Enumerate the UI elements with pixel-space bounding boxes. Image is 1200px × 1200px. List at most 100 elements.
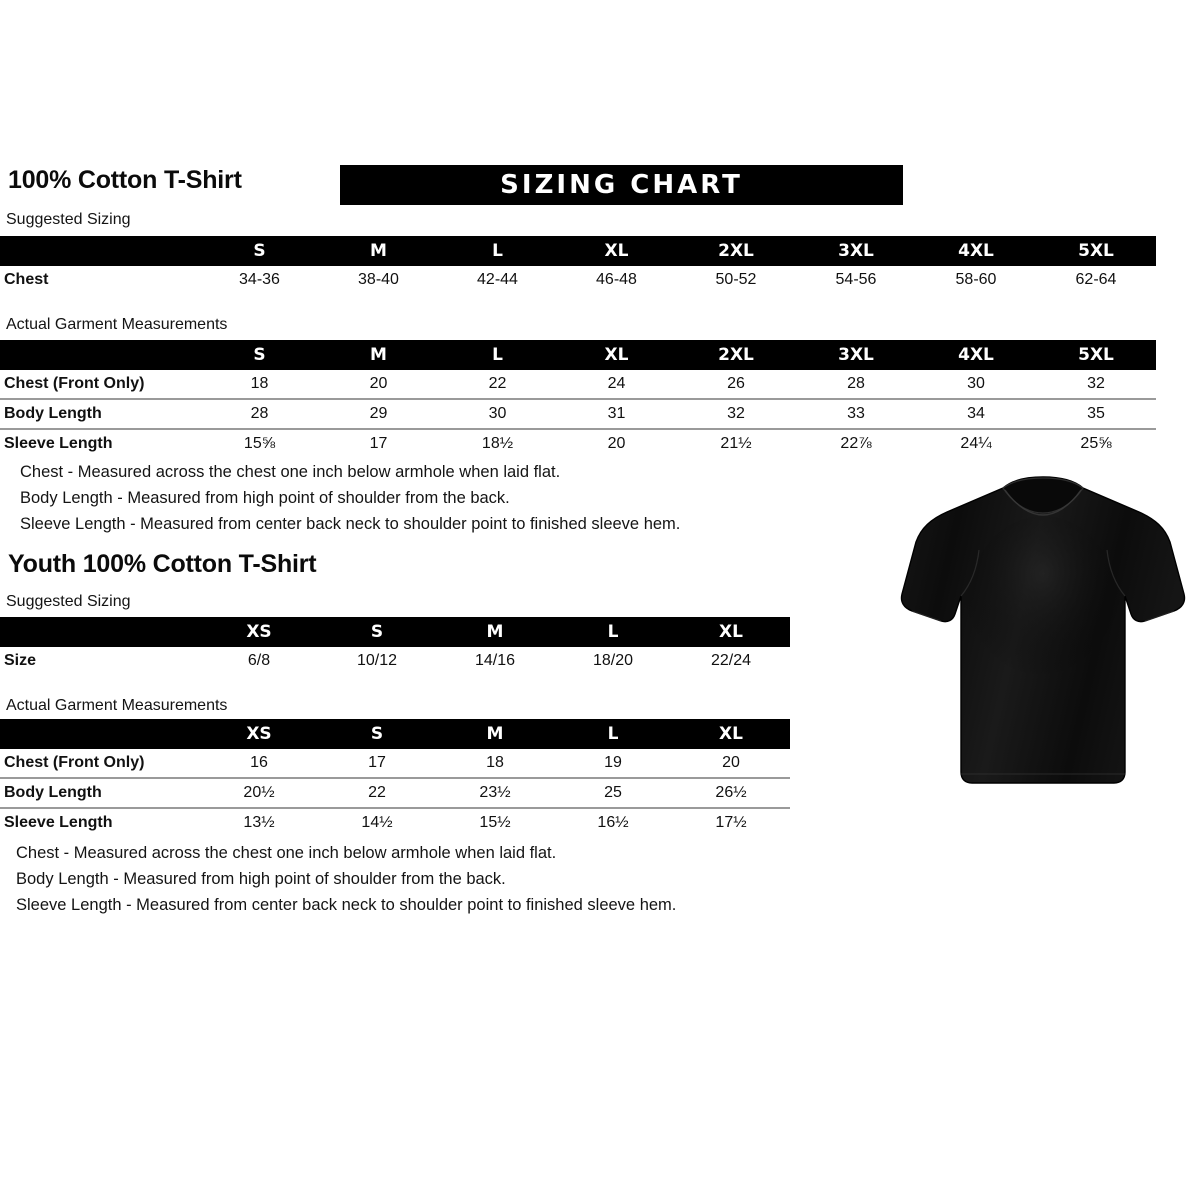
row-label: Chest <box>0 266 200 294</box>
table-cell: 26 <box>676 370 796 399</box>
column-header <box>0 617 200 647</box>
note-body-length: Body Length - Measured from high point o… <box>16 870 506 888</box>
column-header: 4XL <box>958 345 994 365</box>
note-chest: Chest - Measured across the chest one in… <box>16 844 557 862</box>
table-cell: 22/24 <box>672 647 790 675</box>
table-cell: 38-40 <box>319 266 438 294</box>
table-cell: 20 <box>319 370 438 399</box>
table-cell: 17 <box>318 749 436 778</box>
row-label: Body Length <box>0 398 200 429</box>
table-row: Body Length 20½ 22 23½ 25 26½ <box>0 777 790 808</box>
column-header: S <box>370 724 384 744</box>
column-header: 2XL <box>718 241 754 261</box>
black-tshirt-image <box>893 472 1193 802</box>
table-cell: 22⅞ <box>796 428 916 458</box>
adult-suggested-sizing-caption: Suggested Sizing <box>6 211 131 228</box>
note-sleeve-length: Sleeve Length - Measured from center bac… <box>16 896 677 914</box>
table-cell: 46-48 <box>557 266 676 294</box>
tshirt-left-sleeve-seam <box>960 549 980 597</box>
table-cell: 24¼ <box>916 428 1036 458</box>
table-cell: 20½ <box>200 777 318 808</box>
column-header: S <box>253 241 266 261</box>
table-cell: 18 <box>436 749 554 778</box>
column-header: XL <box>719 724 743 744</box>
column-header: M <box>486 724 504 744</box>
table-cell: 20 <box>672 749 790 778</box>
row-label: Size <box>0 647 200 675</box>
youth-notes: Chest - Measured across the chest one in… <box>16 840 676 918</box>
table-cell: 25 <box>554 777 672 808</box>
column-header: L <box>607 724 619 744</box>
column-header: L <box>492 241 503 261</box>
table-cell: 32 <box>676 398 796 429</box>
column-header: XS <box>246 622 272 642</box>
table-cell: 35 <box>1036 398 1156 429</box>
note-chest: Chest - Measured across the chest one in… <box>20 463 561 481</box>
column-header: XS <box>246 724 272 744</box>
table-cell: 18½ <box>438 428 557 458</box>
column-header <box>0 719 200 749</box>
row-label: Chest (Front Only) <box>0 749 200 778</box>
table-cell: 13½ <box>200 807 318 837</box>
table-cell: 50-52 <box>676 266 796 294</box>
table-cell: 15½ <box>436 807 554 837</box>
table-cell: 54-56 <box>796 266 916 294</box>
column-header: L <box>492 345 503 365</box>
table-cell: 14½ <box>318 807 436 837</box>
column-header: S <box>253 345 266 365</box>
column-header: M <box>486 622 504 642</box>
table-cell: 26½ <box>672 777 790 808</box>
tshirt-collar-seam <box>1004 489 1082 516</box>
column-header: M <box>370 345 387 365</box>
table-cell: 58-60 <box>916 266 1036 294</box>
table-row: Chest 34-36 38-40 42-44 46-48 50-52 54-5… <box>0 266 1156 294</box>
column-header: M <box>370 241 387 261</box>
table-cell: 17 <box>319 428 438 458</box>
sizing-chart-banner-label: SIZING CHART <box>500 170 743 200</box>
column-header: 3XL <box>838 241 874 261</box>
adult-section-title: 100% Cotton T-Shirt <box>8 166 242 194</box>
table-header-row: S M L XL 2XL 3XL 4XL 5XL <box>0 340 1156 370</box>
tshirt-right-sleeve-hem <box>1144 610 1175 622</box>
column-header <box>0 340 200 370</box>
table-cell: 34 <box>916 398 1036 429</box>
table-cell: 14/16 <box>436 647 554 675</box>
column-header: 2XL <box>718 345 754 365</box>
table-cell: 23½ <box>436 777 554 808</box>
table-cell: 6/8 <box>200 647 318 675</box>
table-cell: 18 <box>200 370 319 399</box>
table-row: Sleeve Length 15⅝ 17 18½ 20 21½ 22⅞ 24¼ … <box>0 428 1156 458</box>
column-header: 5XL <box>1078 345 1114 365</box>
table-cell: 32 <box>1036 370 1156 399</box>
table-cell: 62-64 <box>1036 266 1156 294</box>
column-header: XL <box>604 241 629 261</box>
table-row: Chest (Front Only) 18 20 22 24 26 28 30 … <box>0 370 1156 399</box>
youth-measurements-caption: Actual Garment Measurements <box>6 697 228 714</box>
table-cell: 34-36 <box>200 266 319 294</box>
table-cell: 17½ <box>672 807 790 837</box>
table-row: Size 6/8 10/12 14/16 18/20 22/24 <box>0 647 790 675</box>
table-header-row: XS S M L XL <box>0 617 790 647</box>
column-header: 5XL <box>1078 241 1114 261</box>
column-header: 4XL <box>958 241 994 261</box>
table-cell: 16 <box>200 749 318 778</box>
table-cell: 31 <box>557 398 676 429</box>
column-header: L <box>607 622 619 642</box>
column-header <box>0 236 200 266</box>
table-header-row: XS S M L XL <box>0 719 790 749</box>
tshirt-right-sleeve-seam <box>1106 549 1126 597</box>
table-row: Chest (Front Only) 16 17 18 19 20 <box>0 749 790 778</box>
table-cell: 33 <box>796 398 916 429</box>
table-cell: 21½ <box>676 428 796 458</box>
table-cell: 30 <box>438 398 557 429</box>
column-header: S <box>370 622 384 642</box>
tshirt-collar <box>1002 477 1084 514</box>
table-cell: 19 <box>554 749 672 778</box>
table-row: Sleeve Length 13½ 14½ 15½ 16½ 17½ <box>0 807 790 837</box>
youth-suggested-sizing-table: XS S M L XL Size 6/8 10/12 14/16 18/20 2… <box>0 617 790 675</box>
table-cell: 28 <box>200 398 319 429</box>
row-label: Sleeve Length <box>0 807 200 837</box>
table-cell: 16½ <box>554 807 672 837</box>
tshirt-left-sleeve-hem <box>911 610 942 622</box>
